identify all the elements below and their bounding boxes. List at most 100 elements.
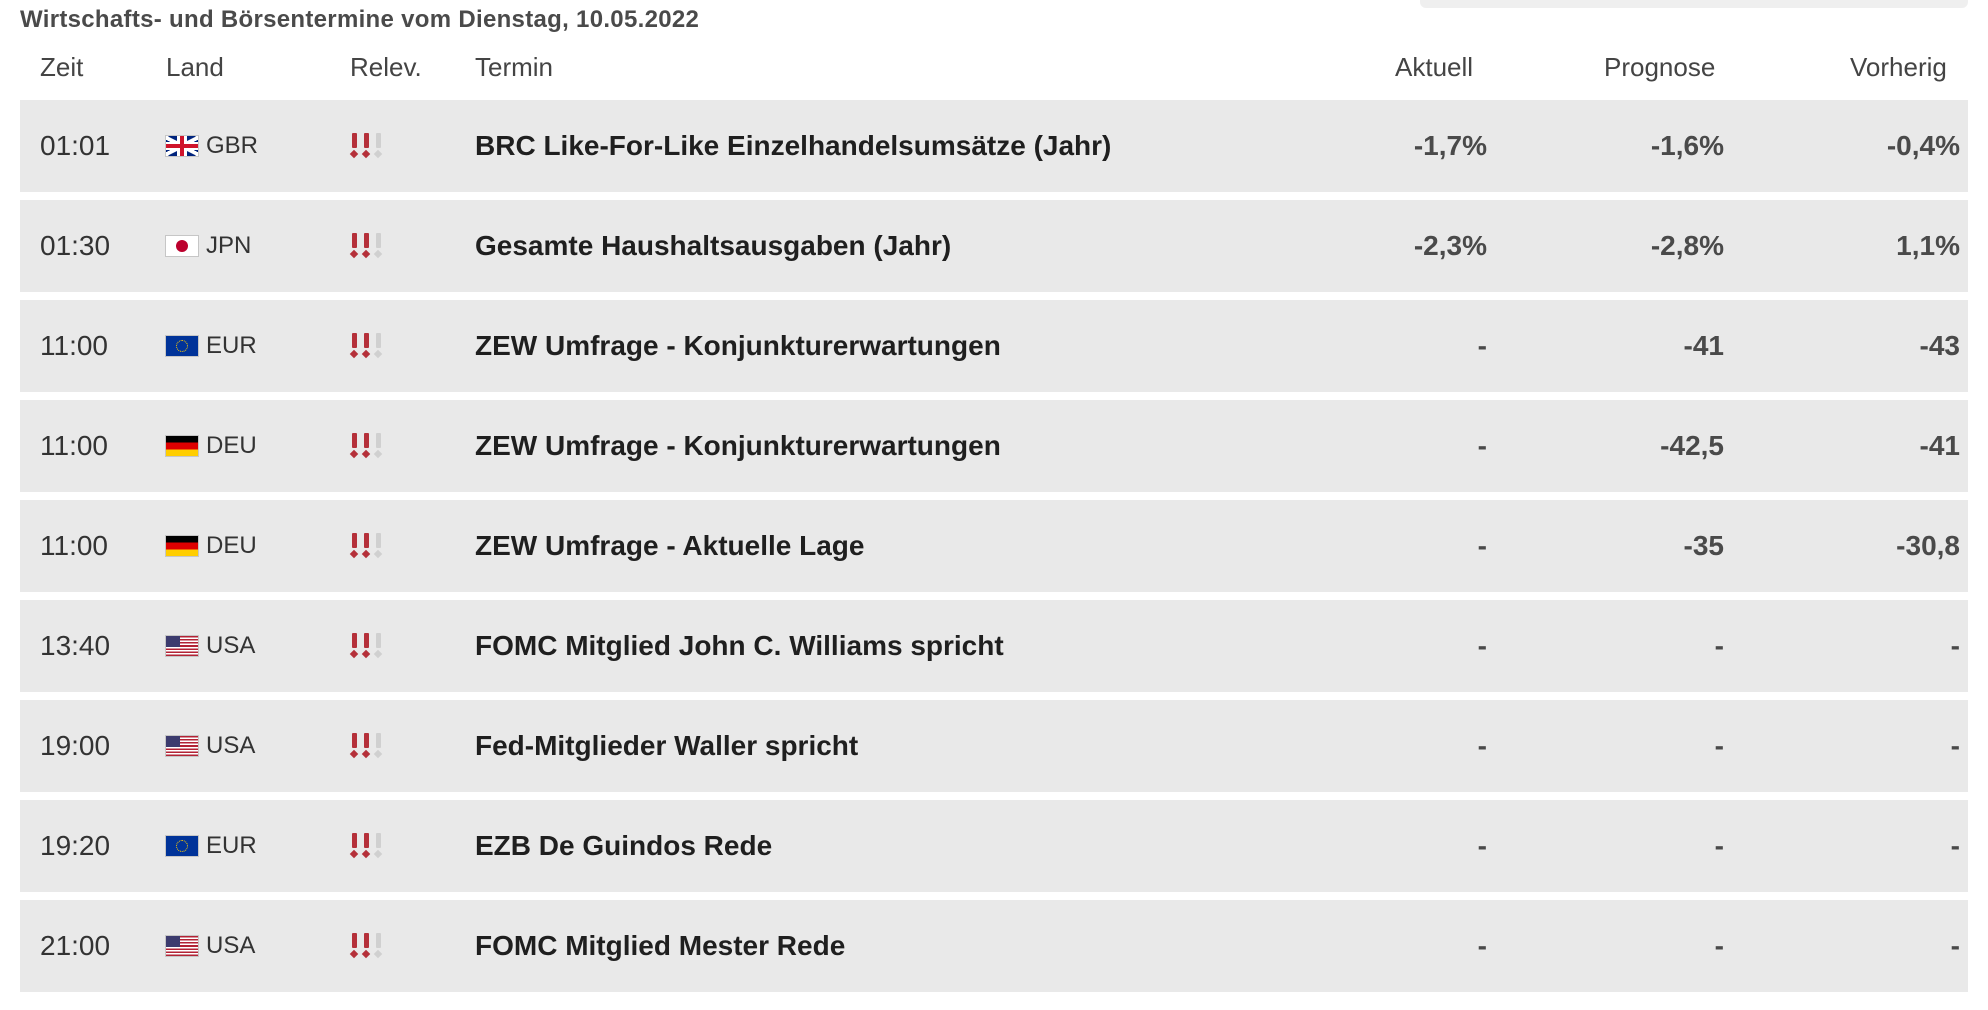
event-name[interactable]: Gesamte Haushaltsausgaben (Jahr) [475, 230, 952, 261]
relevance-mark-inactive-icon [374, 333, 383, 359]
country-cell: JPN [166, 200, 251, 292]
relevance-mark-inactive-icon [374, 833, 383, 859]
relevance-indicator [350, 800, 386, 892]
actual-value: - [1477, 630, 1487, 661]
column-header-actual: Aktuell [1395, 52, 1474, 82]
event-name[interactable]: BRC Like-For-Like Einzelhandelsumsätze (… [475, 130, 1112, 161]
top-right-panel-edge [1420, 0, 1968, 8]
table-body: 01:01 GBR BRC Like-For-Like Einzelhandelsu… [20, 100, 1968, 992]
forecast-value: - [1714, 730, 1724, 761]
country-code: USA [206, 632, 256, 659]
relevance-indicator [350, 600, 386, 692]
relevance-mark-active-icon [350, 633, 359, 659]
table-row[interactable]: 01:30 JPN Gesamte Haushaltsausgaben (Jahr)… [20, 200, 1968, 292]
country-code: USA [206, 732, 256, 759]
forecast-value: -35 [1683, 530, 1724, 561]
country-cell: USA [166, 900, 255, 992]
time-cell: 19:20 [40, 830, 111, 861]
actual-value: - [1477, 430, 1487, 461]
forecast-value: -42,5 [1660, 430, 1724, 461]
event-name[interactable]: FOMC Mitglied Mester Rede [475, 930, 846, 961]
previous-value: -41 [1919, 430, 1960, 461]
event-name[interactable]: ZEW Umfrage - Konjunkturerwartungen [475, 430, 1001, 461]
time-cell: 19:00 [40, 730, 111, 761]
relevance-mark-inactive-icon [374, 533, 383, 559]
time-cell: 11:00 [40, 530, 108, 561]
previous-value: 1,1% [1896, 230, 1960, 261]
flag-deu-icon [166, 536, 198, 556]
previous-value: - [1950, 830, 1960, 861]
country-code: USA [206, 932, 256, 959]
time-cell: 01:01 [40, 130, 111, 161]
time-cell: 11:00 [40, 330, 108, 361]
relevance-mark-active-icon [362, 933, 371, 959]
table-row[interactable]: 13:40 USA FOMC Mitglied John C. Williams s… [20, 600, 1968, 692]
time-cell: 21:00 [40, 930, 111, 961]
actual-value: - [1477, 330, 1487, 361]
table-row[interactable]: 21:00 USA FOMC Mitglied Mester Rede - - - [20, 900, 1968, 992]
relevance-mark-active-icon [362, 733, 371, 759]
table-row[interactable]: 19:20 EUR EZB De Guindos Rede - - - [20, 800, 1968, 892]
flag-usa-icon [166, 636, 198, 656]
country-cell: USA [166, 600, 255, 692]
forecast-value: - [1714, 830, 1724, 861]
time-cell: 13:40 [40, 630, 111, 661]
previous-value: - [1950, 930, 1960, 961]
relevance-mark-inactive-icon [374, 733, 383, 759]
table-row[interactable]: 01:01 GBR BRC Like-For-Like Einzelhandelsu… [20, 100, 1968, 192]
country-cell: DEU [166, 500, 257, 592]
relevance-mark-inactive-icon [374, 233, 383, 259]
table-row[interactable]: 19:00 USA Fed-Mitglieder Waller spricht - - - [20, 700, 1968, 792]
previous-value: - [1950, 630, 1960, 661]
country-code: EUR [206, 332, 257, 359]
relevance-mark-active-icon [350, 733, 359, 759]
page-title: Wirtschafts- und Börsentermine vom Diens… [20, 6, 700, 33]
column-header-previous: Vorherig [1850, 52, 1947, 82]
column-header-relevance: Relev. [350, 52, 422, 82]
column-header-time: Zeit [40, 52, 84, 82]
actual-value: - [1477, 730, 1487, 761]
country-cell: GBR [166, 100, 258, 192]
event-name[interactable]: ZEW Umfrage - Aktuelle Lage [475, 530, 865, 561]
flag-eur-icon [166, 836, 198, 856]
flag-usa-icon [166, 736, 198, 756]
forecast-value: - [1714, 630, 1724, 661]
flag-usa-icon [166, 936, 198, 956]
relevance-mark-active-icon [350, 233, 359, 259]
table-row[interactable]: 11:00 DEU ZEW Umfrage - Konjunkturerwartun… [20, 400, 1968, 492]
event-name[interactable]: FOMC Mitglied John C. Williams spricht [475, 630, 1004, 661]
actual-value: -1,7% [1413, 130, 1487, 161]
table-row[interactable]: 11:00 DEU ZEW Umfrage - Aktuelle Lage - -35 -… [20, 500, 1968, 592]
event-name[interactable]: Fed-Mitglieder Waller spricht [475, 730, 859, 761]
relevance-mark-inactive-icon [374, 433, 383, 459]
relevance-mark-active-icon [362, 133, 371, 159]
previous-value: -30,8 [1896, 530, 1960, 561]
country-code: JPN [206, 232, 252, 259]
relevance-indicator [350, 400, 386, 492]
relevance-mark-active-icon [350, 433, 359, 459]
country-code: DEU [206, 432, 257, 459]
country-code: DEU [206, 532, 257, 559]
country-cell: EUR [166, 300, 257, 392]
actual-value: - [1477, 530, 1487, 561]
country-code: EUR [206, 832, 257, 859]
previous-value: -0,4% [1886, 130, 1960, 161]
event-name[interactable]: ZEW Umfrage - Konjunkturerwartungen [475, 330, 1001, 361]
relevance-mark-active-icon [362, 833, 371, 859]
flag-deu-icon [166, 436, 198, 456]
relevance-mark-inactive-icon [374, 133, 383, 159]
actual-value: - [1477, 830, 1487, 861]
economic-calendar-table: Zeit Land Relev. Termin Aktuell Prognose… [20, 44, 1968, 1000]
event-name[interactable]: EZB De Guindos Rede [475, 830, 773, 861]
relevance-mark-active-icon [362, 333, 371, 359]
previous-value: - [1950, 730, 1960, 761]
relevance-mark-active-icon [350, 933, 359, 959]
relevance-indicator [350, 500, 386, 592]
column-header-country: Land [166, 52, 224, 82]
relevance-mark-active-icon [350, 133, 359, 159]
relevance-mark-active-icon [350, 333, 359, 359]
column-header-event: Termin [475, 52, 554, 82]
table-row[interactable]: 11:00 EUR ZEW Umfrage - Konjunkturerwartun… [20, 300, 1968, 392]
relevance-mark-active-icon [362, 233, 371, 259]
relevance-indicator [350, 300, 386, 392]
